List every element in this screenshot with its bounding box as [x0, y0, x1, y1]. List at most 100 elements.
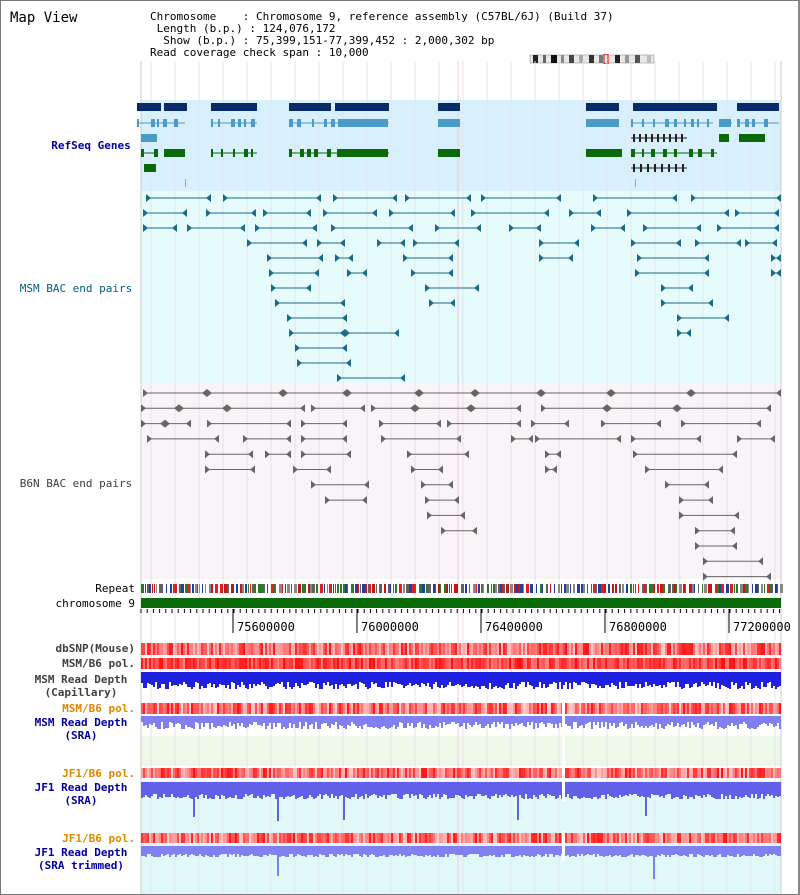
- gene-exon-light: [674, 119, 677, 127]
- dbsnp-heat-cell: [215, 643, 217, 655]
- msm-cap-depth-bar: [187, 672, 189, 687]
- jf1-pol-heat-cell: [155, 768, 157, 778]
- msm-sra-depth-bar: [279, 716, 281, 723]
- b6n-bac-pair-end: [301, 434, 306, 443]
- jf1-pol-heat-cell: [633, 768, 635, 778]
- msm-pol-heat-cell: [393, 658, 395, 669]
- msm-pol2-heat-cell: [539, 703, 541, 714]
- jf1-pol2-heat-cell: [631, 833, 633, 843]
- dbsnp-heat-cell: [457, 643, 459, 655]
- msm-pol2-heat-cell: [327, 703, 329, 714]
- jf1-pol2-heat-cell: [355, 833, 357, 843]
- repeat-element: [500, 584, 503, 593]
- msm-sra-depth-bar: [597, 716, 599, 722]
- jf1-trim-depth-bar: [501, 846, 503, 855]
- msm-pol-heat-cell: [167, 658, 169, 669]
- dbsnp-heat-cell: [641, 643, 643, 655]
- msm-pol2-heat-cell: [285, 703, 287, 714]
- msm-cap-depth-bar: [699, 672, 701, 686]
- msm-sra-depth-bar: [557, 716, 559, 728]
- msm-pol-heat-cell: [581, 658, 583, 669]
- jf1-pol-heat-cell: [281, 768, 283, 778]
- msm-pol-heat-cell: [315, 658, 317, 669]
- msm-sra-depth-bar: [241, 716, 243, 723]
- dbsnp-heat-cell: [647, 643, 649, 655]
- msm-pol-heat-cell: [595, 658, 597, 669]
- jf1-pol-heat-cell: [163, 768, 165, 778]
- jf1-trim-depth-bar: [493, 846, 495, 855]
- jf1-sra-depth-bar: [631, 782, 633, 795]
- jf1-pol-heat-cell: [293, 768, 295, 778]
- b6n-bac-pair-end: [286, 434, 291, 443]
- b6n-bac-pair-end: [766, 572, 771, 581]
- b6n-bac-pair-end: [732, 450, 737, 459]
- jf1-pol-heat-cell: [489, 768, 491, 778]
- msm-sra-depth-bar: [463, 716, 465, 723]
- msm-sra-depth-bar: [481, 716, 483, 728]
- jf1-trim-depth-bar: [459, 846, 461, 855]
- dbsnp-heat-cell: [461, 643, 463, 655]
- jf1-trim-depth-bar: [281, 846, 283, 856]
- msm-pol2-heat-cell: [313, 703, 315, 714]
- jf1-pol-heat-cell: [483, 768, 485, 778]
- msm-cap-depth-bar: [415, 672, 417, 684]
- msm-pol-heat-cell: [563, 658, 565, 669]
- jf1-sra-depth-bar: [153, 782, 155, 794]
- jf1-pol2-heat-cell: [299, 833, 301, 843]
- b6n-bac-pair-end: [326, 465, 331, 474]
- dbsnp-heat-cell: [571, 643, 573, 655]
- msm-cap-depth-bar: [437, 672, 439, 687]
- msm-pol2-heat-cell: [455, 703, 457, 714]
- msm-pol2-heat-cell: [759, 703, 761, 714]
- msm-cap-depth-bar: [271, 672, 273, 687]
- msm-pol-heat-cell: [481, 658, 483, 669]
- jf1-sra-depth-bar: [383, 782, 385, 795]
- jf1-trim-depth-bar: [279, 846, 281, 857]
- msm-cap-depth-bar: [343, 672, 345, 686]
- repeat-element: [622, 584, 624, 593]
- b6n-bac-pair-end: [531, 419, 536, 428]
- msm-sra-depth-bar: [709, 716, 711, 725]
- msm-cap-depth-bar: [269, 672, 271, 687]
- repeat-element: [615, 584, 617, 593]
- jf1-trim-depth-bar: [677, 846, 679, 855]
- msm-pol2-heat-cell: [353, 703, 355, 714]
- jf1-pol2-heat-cell: [607, 833, 609, 843]
- msm-cap-depth-bar: [223, 672, 225, 685]
- chromosome-ideogram[interactable]: [529, 54, 655, 64]
- msm-cap-depth-bar: [695, 672, 697, 683]
- jf1-trim-depth-bar: [245, 846, 247, 856]
- msm-pol2-heat-cell: [399, 703, 401, 714]
- jf1-sra-depth-bar: [523, 782, 525, 799]
- jf1-sra-depth-bar: [733, 782, 735, 799]
- msm-sra-depth-bar: [665, 716, 667, 726]
- dbsnp-heat-cell: [413, 643, 415, 655]
- jf1-pol2-heat-cell: [237, 833, 239, 843]
- jf1-pol2-heat-cell: [713, 833, 715, 843]
- jf1-pol-heat-cell: [569, 768, 571, 778]
- repeat-element: [583, 584, 585, 593]
- jf1-sra-depth-bar: [685, 782, 687, 796]
- msm-sra-depth-bar: [715, 716, 717, 722]
- jf1-trim-depth-bar: [749, 846, 751, 856]
- msm-sra-depth-bar: [425, 716, 427, 728]
- msm-pol2-heat-cell: [189, 703, 191, 714]
- jf1-pol-heat-cell: [495, 768, 497, 778]
- dbsnp-heat-cell: [303, 643, 305, 655]
- repeat-element: [546, 584, 548, 593]
- jf1-pol2-heat-cell: [457, 833, 459, 843]
- msm-pol2-heat-cell: [179, 703, 181, 714]
- jf1-sra-depth-bar: [671, 782, 673, 799]
- msm-pol-heat-cell: [529, 658, 531, 669]
- msm-cap-depth-bar: [217, 672, 219, 687]
- msm-bac-pair-end: [735, 209, 740, 217]
- msm-cap-depth-bar: [381, 672, 383, 688]
- msm-pol-heat-cell: [659, 658, 661, 669]
- jf1-trim-depth-bar: [717, 846, 719, 855]
- msm-pol-heat-cell: [273, 658, 275, 669]
- msm-bac-pair-end: [717, 224, 722, 232]
- jf1-pol-heat-cell: [391, 768, 393, 778]
- gene-exon-light: [684, 119, 686, 127]
- msm-sra-depth-bar: [461, 716, 463, 726]
